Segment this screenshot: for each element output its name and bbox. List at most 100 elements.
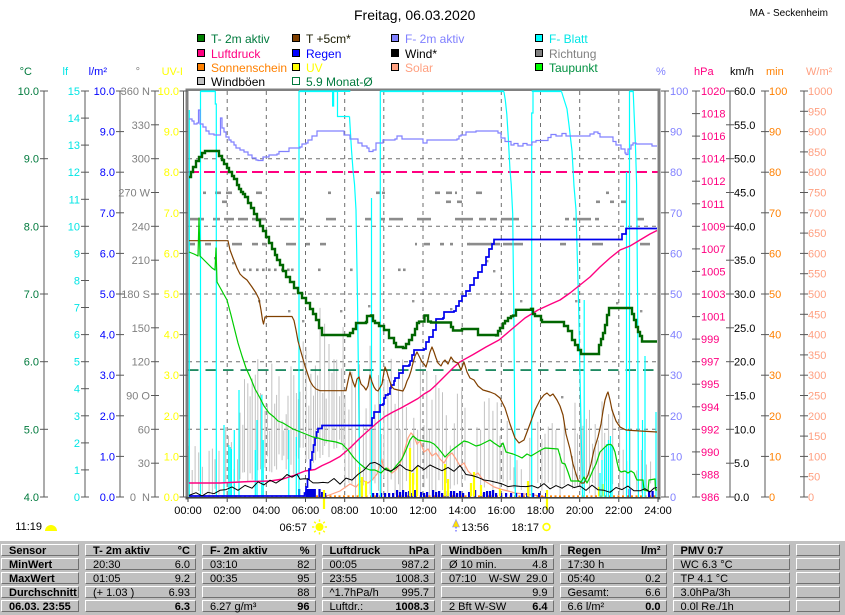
svg-text:80: 80: [769, 167, 781, 179]
svg-text:2.0: 2.0: [164, 411, 179, 423]
svg-text:450: 450: [808, 309, 826, 321]
svg-text:5: 5: [74, 357, 80, 369]
svg-text:0 N: 0 N: [130, 492, 150, 504]
svg-text:l/m²: l/m²: [89, 66, 108, 78]
svg-text:06:57: 06:57: [279, 522, 307, 534]
svg-text:1020: 1020: [701, 86, 725, 98]
svg-text:90: 90: [769, 127, 781, 139]
svg-text:9.0: 9.0: [100, 127, 115, 139]
svg-text:1.0: 1.0: [164, 451, 179, 463]
svg-text:km/h: km/h: [730, 66, 754, 78]
svg-text:1011: 1011: [701, 199, 725, 211]
svg-text:15: 15: [68, 86, 80, 98]
svg-text:990: 990: [701, 447, 719, 459]
svg-text:1.0: 1.0: [100, 451, 115, 463]
svg-text:30: 30: [670, 370, 682, 382]
svg-text:120: 120: [132, 357, 150, 369]
svg-text:4: 4: [74, 384, 80, 396]
svg-text:40.0: 40.0: [734, 221, 755, 233]
svg-text:10.0: 10.0: [18, 86, 39, 98]
svg-text:1005: 1005: [701, 266, 725, 278]
svg-text:994: 994: [701, 402, 719, 414]
svg-text:30: 30: [138, 458, 150, 470]
svg-text:10: 10: [68, 221, 80, 233]
svg-text:240: 240: [132, 221, 150, 233]
svg-text:1000: 1000: [808, 86, 832, 98]
svg-text:50: 50: [808, 472, 820, 484]
svg-text:11: 11: [69, 194, 80, 206]
svg-text:50.0: 50.0: [734, 154, 755, 166]
svg-text:1007: 1007: [701, 244, 725, 256]
svg-text:0: 0: [769, 492, 775, 504]
svg-text:60: 60: [670, 248, 682, 260]
svg-text:4.0: 4.0: [24, 492, 39, 504]
svg-text:350: 350: [808, 350, 826, 362]
svg-text:12:00: 12:00: [409, 505, 437, 517]
svg-text:50: 50: [670, 289, 682, 301]
svg-text:8.0: 8.0: [24, 221, 39, 233]
svg-text:992: 992: [701, 424, 719, 436]
svg-text:90: 90: [670, 127, 682, 139]
svg-text:0: 0: [74, 492, 80, 504]
svg-text:18:00: 18:00: [527, 505, 555, 517]
svg-text:180 S: 180 S: [121, 289, 150, 301]
svg-text:6.0: 6.0: [164, 248, 179, 260]
svg-text:2.0: 2.0: [100, 411, 115, 423]
svg-text:14: 14: [68, 113, 80, 125]
svg-text:20: 20: [769, 411, 781, 423]
svg-text:24:00: 24:00: [644, 505, 672, 517]
svg-text:20.0: 20.0: [734, 357, 755, 369]
svg-text:8: 8: [74, 276, 80, 288]
svg-text:995: 995: [701, 379, 719, 391]
svg-text:2: 2: [74, 438, 80, 450]
svg-text:200: 200: [808, 411, 826, 423]
svg-text:hPa: hPa: [694, 66, 714, 78]
svg-text:1012: 1012: [701, 176, 725, 188]
svg-text:UV-I: UV-I: [162, 66, 183, 78]
svg-text:5.0: 5.0: [164, 289, 179, 301]
svg-text:300: 300: [808, 370, 826, 382]
svg-text:50: 50: [769, 289, 781, 301]
svg-text:15.0: 15.0: [734, 391, 755, 403]
svg-text:°C: °C: [20, 66, 32, 78]
svg-text:9: 9: [74, 248, 80, 260]
svg-text:1: 1: [74, 465, 80, 477]
svg-text:1009: 1009: [701, 221, 725, 233]
svg-text:100: 100: [670, 86, 688, 98]
svg-text:850: 850: [808, 147, 826, 159]
svg-text:55.0: 55.0: [734, 120, 755, 132]
svg-text:02:00: 02:00: [213, 505, 241, 517]
svg-text:W/m²: W/m²: [806, 66, 833, 78]
svg-text:60.0: 60.0: [734, 86, 755, 98]
svg-text:4.0: 4.0: [164, 330, 179, 342]
svg-text:16:00: 16:00: [488, 505, 516, 517]
svg-text:999: 999: [701, 334, 719, 346]
svg-text:35.0: 35.0: [734, 255, 755, 267]
svg-text:3.0: 3.0: [164, 370, 179, 382]
svg-text:20:00: 20:00: [566, 505, 594, 517]
svg-text:13: 13: [68, 140, 80, 152]
svg-text:22:00: 22:00: [605, 505, 633, 517]
svg-text:3.0: 3.0: [100, 370, 115, 382]
svg-text:30: 30: [769, 370, 781, 382]
svg-text:900: 900: [808, 127, 826, 139]
svg-text:300: 300: [132, 154, 150, 166]
svg-text:7.0: 7.0: [24, 289, 39, 301]
svg-text:70: 70: [670, 208, 682, 220]
svg-text:80: 80: [670, 167, 682, 179]
svg-text:4.0: 4.0: [100, 330, 115, 342]
svg-text:40: 40: [670, 330, 682, 342]
svg-text:600: 600: [808, 248, 826, 260]
svg-text:330: 330: [132, 120, 150, 132]
svg-text:1016: 1016: [701, 131, 725, 143]
svg-text:40: 40: [769, 330, 781, 342]
svg-text:950: 950: [808, 106, 826, 118]
svg-text:6: 6: [74, 330, 80, 342]
svg-text:25.0: 25.0: [734, 323, 755, 335]
svg-text:9.0: 9.0: [164, 127, 179, 139]
svg-text:5.0: 5.0: [24, 424, 39, 436]
svg-text:7.0: 7.0: [100, 208, 115, 220]
svg-text:8.0: 8.0: [100, 167, 115, 179]
svg-text:%: %: [656, 66, 666, 78]
svg-text:04:00: 04:00: [253, 505, 281, 517]
